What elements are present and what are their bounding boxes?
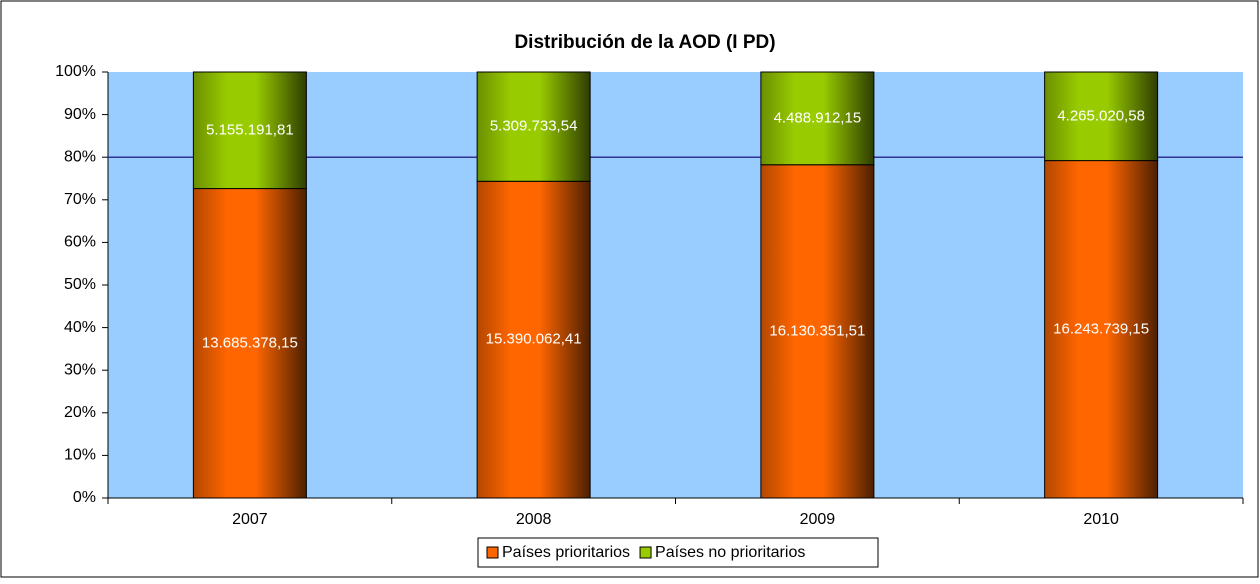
- bar-segment: [1044, 71, 1159, 162]
- y-tick-label: 20%: [64, 404, 96, 421]
- bar-segment: [476, 71, 591, 182]
- data-label: 13.685.378,15: [202, 334, 298, 351]
- chart-title: Distribución de la AOD (I PD): [514, 32, 775, 53]
- data-label: 15.390.062,41: [486, 331, 582, 348]
- data-label: 4.265.020,58: [1057, 107, 1145, 124]
- bar-segment: [192, 71, 307, 190]
- data-label: 16.243.739,15: [1053, 320, 1149, 337]
- data-label: 4.488.912,15: [774, 109, 862, 126]
- x-tick-label: 2010: [1083, 511, 1119, 528]
- y-tick-label: 0%: [73, 489, 96, 506]
- x-tick-label: 2007: [232, 511, 268, 528]
- y-tick-label: 90%: [64, 106, 96, 123]
- data-label: 5.309.733,54: [490, 118, 578, 135]
- y-tick-label: 50%: [64, 276, 96, 293]
- bar-segment: [1044, 160, 1159, 499]
- legend-swatch: [639, 546, 652, 559]
- y-tick-label: 60%: [64, 234, 96, 251]
- x-tick-label: 2009: [800, 511, 836, 528]
- y-tick-label: 80%: [64, 148, 96, 165]
- data-label: 5.155.191,81: [206, 121, 294, 138]
- y-tick-label: 100%: [55, 63, 96, 80]
- legend-swatch: [486, 546, 499, 559]
- data-label: 16.130.351,51: [769, 322, 865, 339]
- y-tick-label: 40%: [64, 319, 96, 336]
- x-tick-label: 2008: [516, 511, 552, 528]
- legend-box: [477, 537, 879, 568]
- y-tick-label: 70%: [64, 191, 96, 208]
- legend-label: Países prioritarios: [502, 544, 630, 561]
- y-tick-label: 30%: [64, 361, 96, 378]
- y-tick-label: 10%: [64, 447, 96, 464]
- bar-segment: [760, 71, 875, 166]
- legend-label: Países no prioritarios: [655, 544, 805, 561]
- bar-segment: [192, 188, 307, 499]
- bar-segment: [760, 164, 875, 499]
